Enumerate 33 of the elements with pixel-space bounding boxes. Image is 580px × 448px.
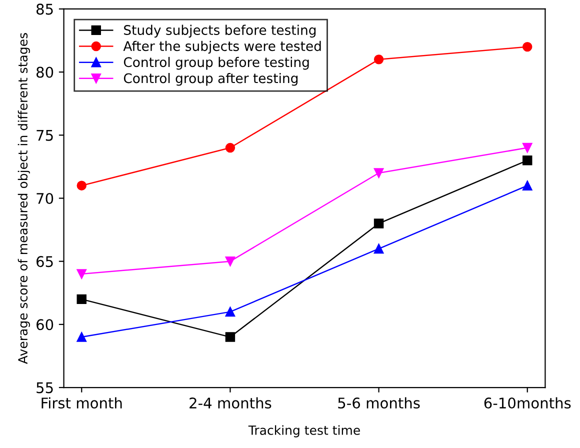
point — [225, 256, 236, 266]
legend-label: Control group after testing — [124, 73, 298, 86]
point — [374, 244, 384, 254]
point — [522, 142, 532, 153]
point — [522, 156, 532, 166]
point — [374, 218, 384, 228]
x-tick-label: 5-6 months — [338, 397, 420, 409]
legend-label: After the subjects were tested — [123, 40, 321, 54]
y-tick-label: 65 — [36, 256, 53, 268]
y-tick-label: 70 — [36, 192, 54, 204]
x-tick-label: 6-10months — [484, 397, 571, 409]
point — [225, 142, 236, 153]
point — [76, 332, 86, 342]
point — [374, 54, 384, 64]
point — [225, 306, 236, 317]
y-tick-label: 55 — [36, 382, 53, 394]
x-tick-label: First month — [42, 397, 122, 409]
point — [522, 42, 532, 52]
y-axis-title: Average score of measured object in different stages — [18, 33, 30, 364]
point — [374, 168, 384, 178]
point — [225, 332, 236, 342]
point — [76, 269, 86, 279]
point — [76, 180, 86, 190]
y-tick-label: 60 — [36, 319, 54, 330]
legend-label: Study subjects before testing — [124, 24, 316, 38]
point — [76, 294, 86, 304]
y-tick-label: 75 — [36, 130, 53, 141]
y-tick-label: 80 — [36, 66, 54, 78]
x-tick-label: 2-4 months — [190, 397, 272, 409]
x-axis-title: Tracking test time — [248, 425, 360, 438]
legend-label: Control group before testing — [124, 56, 309, 70]
point — [522, 180, 532, 190]
y-tick-label: 85 — [36, 4, 53, 15]
